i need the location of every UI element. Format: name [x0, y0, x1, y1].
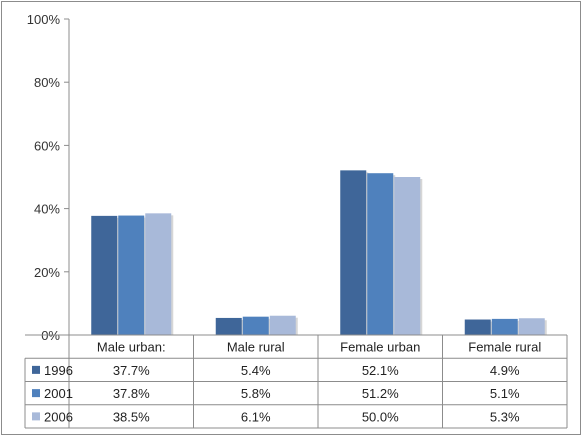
bar-2006-3: [518, 318, 545, 335]
y-tick-label: 100%: [27, 12, 61, 27]
y-tick-label: 40%: [34, 202, 60, 217]
data-label: 37.7%: [113, 363, 150, 378]
data-label: 52.1%: [362, 363, 399, 378]
category-label: Female rural: [468, 340, 541, 355]
y-tick-label: 20%: [34, 265, 60, 280]
category-label: Male rural: [227, 340, 285, 355]
y-tick-label: 60%: [34, 138, 60, 153]
data-label: 50.0%: [362, 409, 399, 424]
category-label: Male urban:: [97, 340, 166, 355]
series-label: 2006: [44, 409, 73, 424]
data-label: 38.5%: [113, 409, 150, 424]
bar-1996-3: [464, 319, 491, 335]
bar-2006-0: [145, 213, 172, 335]
bar-2001-2: [367, 173, 394, 335]
legend-key-2006: [32, 412, 40, 421]
bar-2001-0: [118, 215, 145, 335]
legend-key-2001: [32, 389, 40, 398]
series-label: 1996: [44, 363, 73, 378]
data-label: 5.8%: [241, 386, 271, 401]
bar-2006-1: [269, 315, 296, 335]
series-label: 2001: [44, 386, 73, 401]
bar-1996-0: [91, 215, 118, 335]
data-label: 51.2%: [362, 386, 399, 401]
bar-2006-2: [394, 177, 421, 335]
bar-1996-2: [340, 170, 367, 335]
axes-group: 0%20%40%60%80%100%: [25, 12, 567, 343]
data-label: 4.9%: [490, 363, 520, 378]
data-label: 5.3%: [490, 409, 520, 424]
y-tick-label: 80%: [34, 75, 60, 90]
bars-group: [91, 170, 547, 335]
bar-2001-1: [242, 316, 269, 335]
data-label: 37.8%: [113, 386, 150, 401]
data-label: 5.4%: [241, 363, 271, 378]
data-label: 6.1%: [241, 409, 271, 424]
bar-2001-3: [491, 318, 518, 335]
legend-key-1996: [32, 365, 40, 374]
bar-1996-1: [215, 317, 242, 335]
data-label: 5.1%: [490, 386, 520, 401]
category-label: Female urban: [340, 340, 420, 355]
data-table: Male urban: Male rural Female urban Female …: [24, 335, 568, 429]
